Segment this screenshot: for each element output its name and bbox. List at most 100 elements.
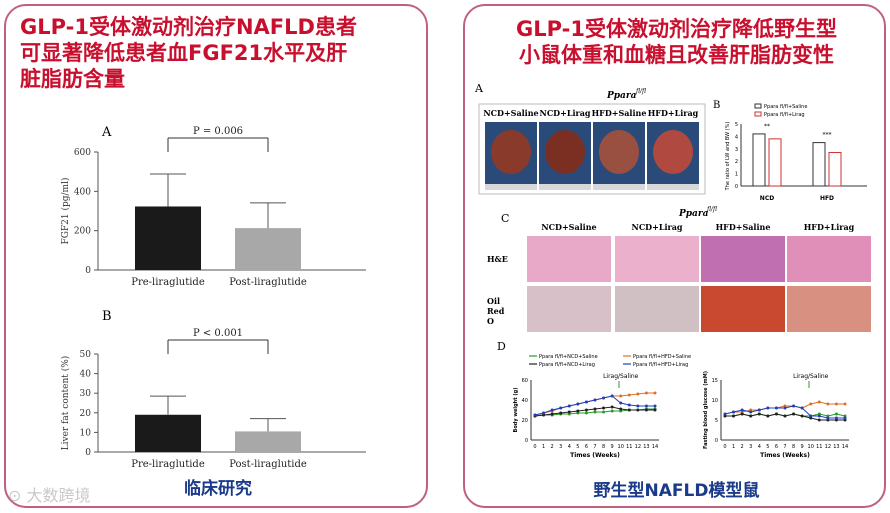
series-point: [774, 406, 778, 410]
panel-c-genotype: Ppara: [678, 209, 709, 219]
series-point: [567, 404, 571, 408]
x-tick-label: 4: [758, 444, 761, 450]
x-tick-label: 11: [816, 444, 822, 450]
y-tick-label: 10: [80, 428, 92, 438]
bar-chart-b: B 0 10 20 30 40 50 Liver fat content (%) Pre-lir…: [60, 309, 366, 470]
panel-d-legend-label: Ppara fl/fl+NCD+Lirag: [539, 362, 595, 368]
liver-image: [545, 130, 585, 174]
series-point: [644, 391, 648, 395]
series-point: [550, 412, 554, 416]
series-point: [619, 394, 623, 398]
left-panel: GLP-1受体激动剂治疗NAFLD患者 可显著降低患者血FGF21水平及肝 脏脂…: [4, 4, 428, 508]
series-point: [800, 406, 804, 410]
x-tick-label: 3: [749, 444, 752, 450]
series-point: [774, 412, 778, 416]
row-label-red: Red: [487, 306, 505, 316]
ruler: [593, 184, 645, 190]
row-label-o: O: [487, 316, 494, 326]
panel-a-group-label: NCD+Lirag: [540, 108, 591, 118]
p-value-annotation: P = 0.006: [193, 126, 243, 137]
y-tick-label: 15: [712, 378, 718, 384]
series-point: [766, 414, 770, 418]
bar: [235, 431, 301, 452]
oil-red-o-image: [527, 286, 611, 332]
panel-b-y-tick-label: 4: [735, 134, 738, 140]
series-point: [550, 408, 554, 412]
oil-red-o-image: [615, 286, 699, 332]
panel-c-group-label: HFD+Lirag: [804, 222, 855, 232]
legend-swatch-lirag: [754, 111, 762, 117]
panel-a-group-label: NCD+Saline: [483, 108, 538, 118]
he-stain-image: [701, 236, 785, 282]
panel-d-legend-label: Ppara fl/fl+HFD+Lirag: [633, 362, 688, 368]
series-point: [593, 398, 597, 402]
panel-a-label: A: [474, 82, 484, 95]
series-point: [809, 414, 813, 418]
panel-c-label: C: [501, 212, 509, 225]
series-point: [749, 414, 753, 418]
panel-d-legend-label: Ppara fl/fl+NCD+Saline: [539, 354, 598, 360]
x-tick-label: 7: [783, 444, 786, 450]
series-point: [783, 414, 787, 418]
series-point: [653, 391, 657, 395]
y-axis-label: FGF21 (pg/ml): [60, 178, 71, 245]
bar-chart-a: A 0 200 400 600 FGF21 (pg/ml) Pre-liraglutide P…: [60, 125, 366, 288]
panel-b-bar-lirag: [828, 152, 842, 187]
series-point: [636, 404, 640, 408]
series-point: [559, 411, 563, 415]
series-point: [740, 408, 744, 412]
y-axis-label: Body weight (g): [513, 388, 519, 433]
panel-c-group-label: NCD+Lirag: [632, 222, 683, 232]
lirag-annotation: Lirag/Saline: [603, 373, 639, 380]
x-tick-label: Post-liraglutide: [229, 459, 307, 470]
panel-a: A Ppara fl/fl NCD+Saline NCD+Lirag HFD+Saline…: [474, 82, 706, 195]
y-tick-label: 0: [85, 266, 91, 276]
panel-b-y-tick-label: 5: [735, 122, 738, 128]
series-point: [636, 408, 640, 412]
series-point: [732, 410, 736, 414]
panel-b-y-tick-label: 2: [735, 159, 738, 165]
series-point: [834, 412, 838, 416]
series-point: [619, 407, 623, 411]
series-point: [843, 402, 847, 406]
bar: [135, 206, 201, 270]
series-point: [610, 405, 614, 409]
watermark-text: 大数跨境: [26, 486, 91, 505]
row-label-oil: Oil: [487, 296, 500, 306]
panel-b-y-label: The ratio of LW and BW (%): [725, 122, 731, 192]
lirag-annotation: Lirag/Saline: [793, 373, 829, 380]
oil-red-o-image: [787, 286, 871, 332]
series-point: [593, 410, 597, 414]
oil-red-o-image: [701, 286, 785, 332]
panel-b-bar-saline: [752, 133, 766, 187]
x-tick-label: 12: [825, 444, 831, 450]
legend-label-saline: Ppara fl/fl+Saline: [764, 104, 807, 110]
x-tick-label: 11: [626, 444, 632, 450]
series-point: [576, 409, 580, 413]
series-point: [783, 406, 787, 410]
series-point: [653, 404, 657, 408]
y-tick-label: 400: [74, 187, 91, 197]
panel-a-genotype: Ppara: [606, 91, 637, 101]
ruler: [485, 184, 537, 190]
panel-b-category: HFD: [820, 195, 834, 202]
x-tick-label: 14: [842, 444, 848, 450]
x-tick-label: 10: [808, 444, 814, 450]
series-point: [826, 416, 830, 420]
y-axis-label: Fasting blood glucose (mM): [703, 371, 709, 449]
x-axis-label: Times (Weeks): [570, 452, 620, 459]
x-tick-label: 9: [611, 444, 614, 450]
left-caption: 临床研究: [184, 479, 252, 499]
x-tick-label: 9: [801, 444, 804, 450]
right-title: GLP-1受体激动剂治疗降低野生型 小鼠体重和血糖且改善肝脂肪变性: [465, 16, 888, 68]
x-tick-label: 13: [833, 444, 839, 450]
x-tick-label: 0: [533, 444, 536, 450]
series-point: [593, 407, 597, 411]
legend-swatch-saline: [754, 103, 762, 109]
series-point: [602, 396, 606, 400]
panel-b-bar-lirag: [768, 138, 782, 187]
series-point: [800, 414, 804, 418]
watermark-logo-icon: ⊙: [8, 486, 22, 505]
bar: [235, 228, 301, 270]
